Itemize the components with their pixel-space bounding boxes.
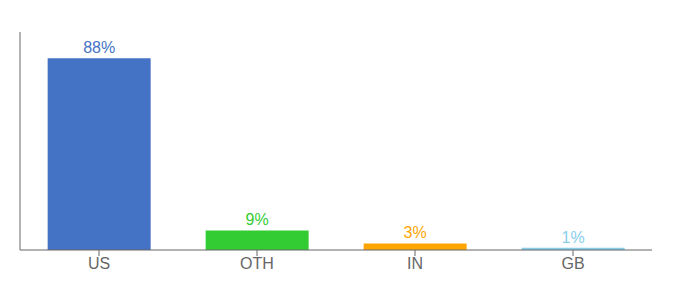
svg-text:GB: GB xyxy=(561,255,584,272)
svg-text:1%: 1% xyxy=(562,229,585,246)
svg-text:OTH: OTH xyxy=(240,255,274,272)
svg-text:US: US xyxy=(88,255,110,272)
svg-text:IN: IN xyxy=(407,255,423,272)
svg-text:88%: 88% xyxy=(83,39,115,56)
svg-text:9%: 9% xyxy=(246,211,269,228)
svg-text:3%: 3% xyxy=(404,224,427,241)
